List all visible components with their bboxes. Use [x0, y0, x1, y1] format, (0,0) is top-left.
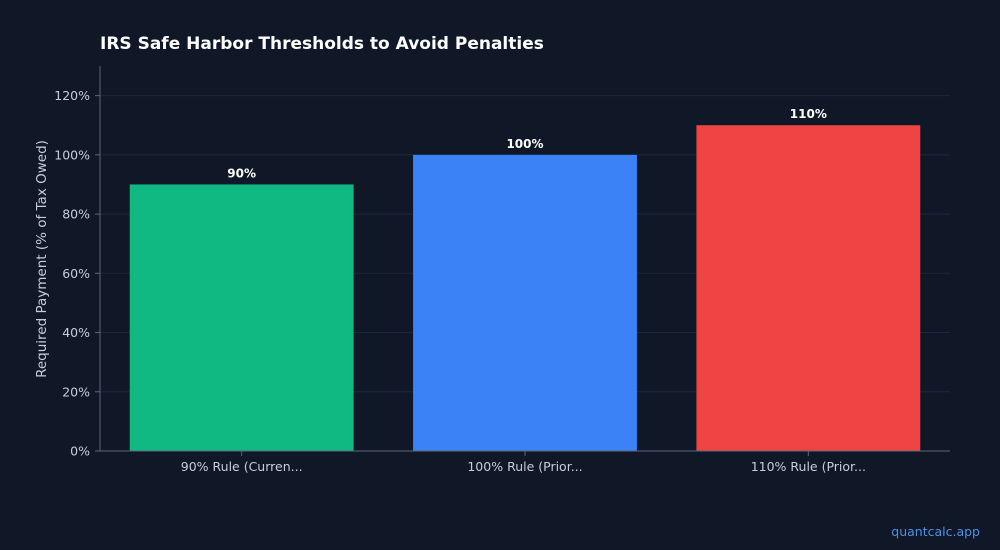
bar-value-label: 110%: [790, 107, 827, 121]
bar-value-label: 100%: [506, 137, 543, 151]
bar-value-label: 90%: [227, 166, 256, 180]
x-tick-label: 100% Rule (Prior...: [467, 459, 582, 474]
x-tick-label: 110% Rule (Prior...: [751, 459, 866, 474]
bar: [129, 184, 354, 451]
y-axis-label: Required Payment (% of Tax Owed): [34, 140, 50, 378]
labels: 0% 20% 40% 60% 80% 100% 120% 90% 90% Rule (Curre…: [54, 88, 866, 474]
y-tick-label: 0%: [70, 444, 90, 459]
y-tick-label: 40%: [62, 325, 90, 340]
bar: [696, 125, 921, 451]
watermark[interactable]: quantcalc.app: [891, 524, 980, 539]
x-tick-label: 90% Rule (Curren...: [181, 459, 303, 474]
bars: [129, 125, 921, 451]
y-tick-label: 100%: [54, 147, 90, 162]
y-tick-label: 20%: [62, 384, 90, 399]
bar: [413, 154, 637, 451]
y-tick-label: 80%: [62, 207, 90, 222]
y-tick-label: 120%: [54, 88, 90, 103]
chart-title: IRS Safe Harbor Thresholds to Avoid Pena…: [100, 34, 544, 54]
axes: [95, 66, 950, 456]
y-tick-label: 60%: [62, 266, 90, 281]
